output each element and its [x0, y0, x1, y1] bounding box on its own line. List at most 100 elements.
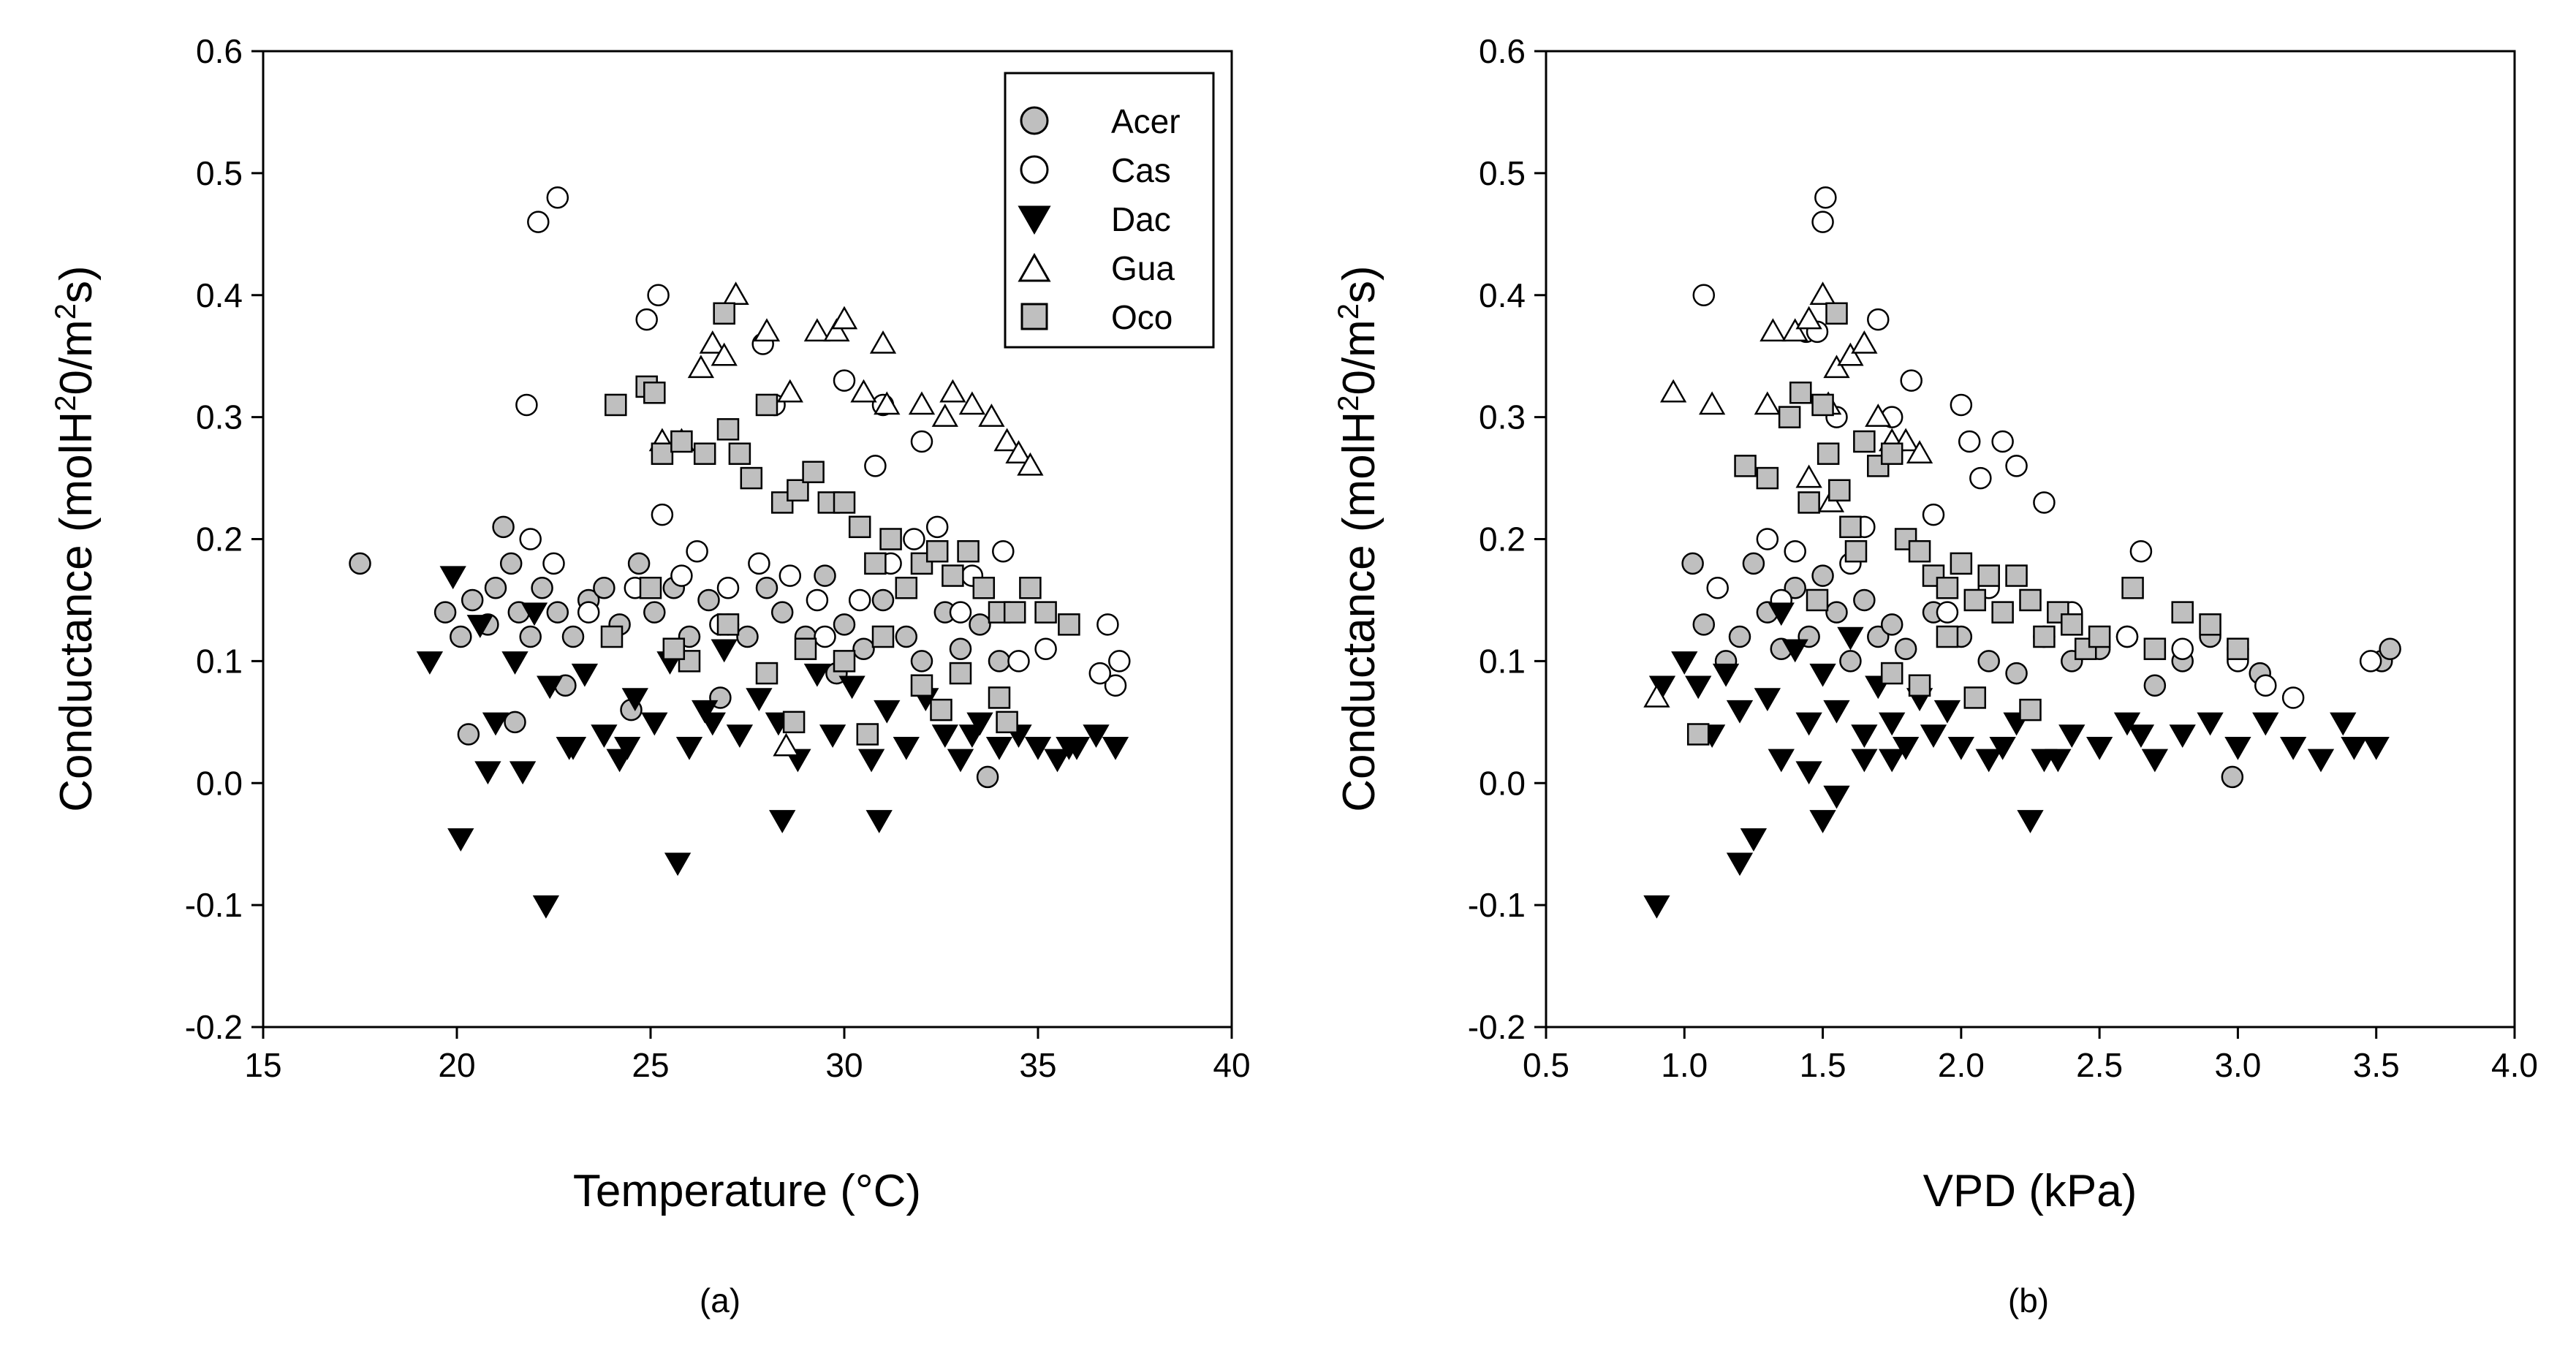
point-gua [687, 355, 715, 379]
point-acer [949, 637, 972, 660]
point-dac [2307, 749, 2335, 773]
point-oco [782, 711, 806, 734]
point-cas [925, 515, 949, 539]
legend-marker-acer [1020, 106, 1049, 135]
point-acer [697, 588, 720, 612]
y-label-end-b: s) [1334, 265, 1384, 303]
point-dac [520, 602, 548, 626]
point-cas [1706, 577, 1729, 599]
point-oco [1034, 601, 1057, 624]
point-oco [957, 539, 980, 563]
panel-a: 15 20 25 30 35 40 -0.2 -0.1 0.0 0.1 0.2 0.3 0.4 0.5 0.… [50, 32, 1251, 1216]
point-oco [1908, 539, 1931, 563]
point-acer [531, 577, 553, 599]
point-dac [769, 810, 796, 833]
point-dac [711, 639, 738, 663]
point-acer [1681, 552, 1704, 575]
y-tick-label-a: 0.0 [196, 764, 243, 802]
point-dac [2197, 712, 2224, 736]
legend-marker-gua [1018, 252, 1051, 282]
point-gua [869, 330, 897, 354]
point-gua [931, 404, 958, 427]
point-dac [1851, 724, 1878, 749]
axis-ticks-b: 0.5 1.0 1.5 2.0 2.5 3.0 3.5 4.0 -0.2 -0.1 0.0 0.1 0.… [1468, 32, 2538, 1084]
point-dac [803, 663, 831, 687]
point-cas [686, 539, 708, 563]
point-cas [2005, 455, 2028, 477]
point-oco [1817, 442, 1840, 465]
point-dac [1823, 700, 1850, 724]
point-acer [852, 637, 875, 660]
point-dac [1024, 736, 1052, 760]
point-acer [1867, 625, 1890, 648]
point-oco [1058, 613, 1080, 636]
point-acer [1853, 588, 1876, 612]
point-oco [879, 528, 902, 550]
point-acer [895, 625, 918, 648]
point-acer [627, 552, 651, 575]
point-dac [2279, 736, 2307, 760]
point-oco [1828, 479, 1851, 501]
point-oco [930, 698, 952, 721]
y-label-main-b: Conductance (molH [1334, 412, 1384, 812]
point-dac [966, 712, 993, 736]
point-cas [546, 186, 569, 209]
point-cas [748, 552, 770, 575]
point-oco [740, 466, 763, 490]
point-gua [1809, 281, 1836, 305]
legend-label-oco: Oco [1111, 298, 1173, 336]
point-acer [1728, 625, 1751, 648]
point-dac [874, 700, 901, 724]
point-gua [908, 391, 936, 415]
point-dac [501, 651, 529, 675]
point-gua [776, 379, 803, 403]
point-cas [1867, 308, 1890, 331]
point-dac [699, 712, 726, 736]
point-gua [1795, 306, 1822, 330]
point-cas [635, 308, 658, 331]
point-dac [466, 615, 493, 638]
x-tick-label-a: 35 [1019, 1046, 1056, 1084]
point-acer [461, 588, 484, 612]
y-label-sup1-b: 2 [1333, 395, 1365, 412]
point-cas [651, 503, 674, 526]
y-label-sup2-b: 2 [1333, 303, 1365, 319]
point-acer [1742, 552, 1765, 575]
legend-label-acer: Acer [1111, 102, 1181, 140]
point-gua [958, 391, 986, 415]
point-oco [1003, 601, 1026, 624]
point-oco [1880, 662, 1903, 685]
point-dac [985, 736, 1013, 760]
point-dac [931, 724, 958, 749]
point-dac [2113, 712, 2141, 736]
point-oco [1839, 515, 1862, 539]
point-cas [577, 601, 600, 624]
point-oco [1797, 491, 1820, 514]
point-cas [992, 539, 1015, 563]
point-dac [893, 736, 920, 760]
point-oco [651, 442, 674, 465]
point-acer [1839, 650, 1862, 673]
point-cas [527, 211, 550, 233]
point-dac [664, 852, 692, 876]
point-cas [1969, 466, 1992, 490]
point-acer [814, 564, 836, 587]
point-cas [647, 284, 670, 306]
point-dac [1781, 639, 1808, 663]
point-dac [1795, 761, 1822, 785]
point-oco [2019, 588, 2042, 612]
point-oco [2227, 637, 2249, 660]
point-dac [447, 828, 474, 852]
x-tick-label-a: 40 [1213, 1046, 1250, 1084]
x-tick-label-b: 4.0 [2491, 1046, 2538, 1084]
point-dac [1989, 736, 2016, 760]
point-oco [693, 442, 716, 465]
y-label-mid-a: 0/m [51, 319, 102, 395]
point-acer [2005, 662, 2028, 685]
y-tick-label-b: 0.5 [1479, 154, 1526, 192]
point-acer [593, 577, 615, 599]
point-oco [1963, 588, 1987, 612]
point-gua [1906, 440, 1933, 463]
point-acer [988, 650, 1011, 673]
